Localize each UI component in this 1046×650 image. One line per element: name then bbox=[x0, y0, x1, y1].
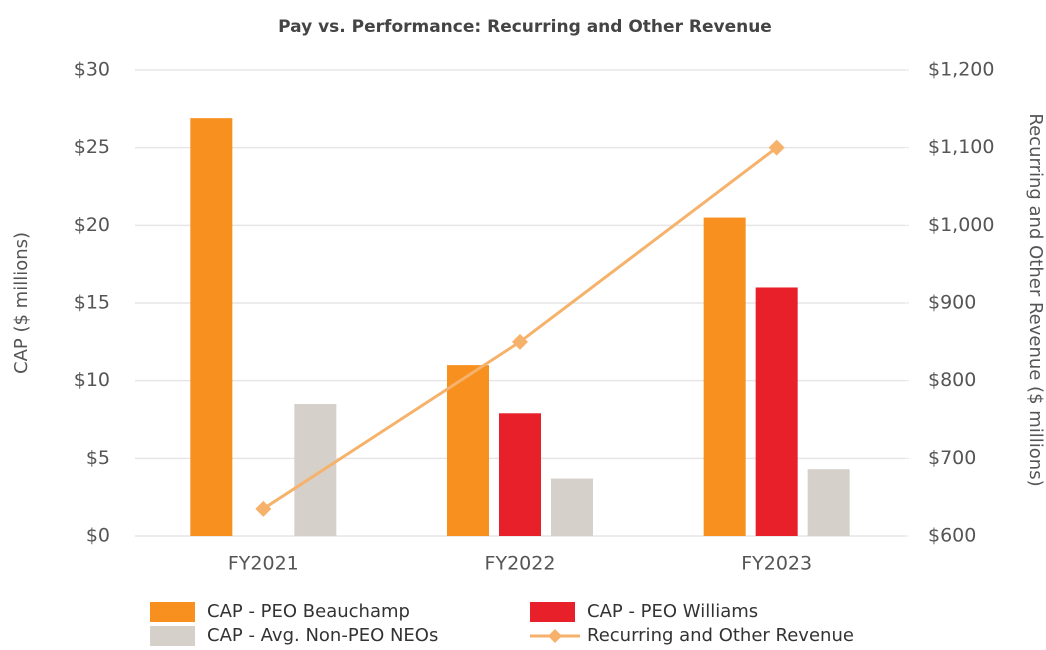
bar bbox=[703, 217, 746, 537]
legend-swatch bbox=[150, 602, 195, 622]
x-tick-label: FY2022 bbox=[485, 553, 556, 575]
line-marker bbox=[768, 139, 785, 156]
bar bbox=[499, 413, 541, 536]
line-marker bbox=[512, 333, 528, 350]
y-tick-label: $5 bbox=[86, 447, 110, 469]
y2-tick-label: $800 bbox=[928, 369, 976, 391]
line-marker bbox=[255, 500, 272, 517]
legend-swatch bbox=[150, 626, 195, 646]
y-tick-label: $10 bbox=[74, 369, 110, 391]
bar bbox=[755, 287, 798, 536]
bar bbox=[551, 478, 593, 536]
y-axis-label: CAP ($ millions) bbox=[11, 232, 32, 374]
bar bbox=[294, 403, 337, 536]
legend-swatch bbox=[548, 629, 562, 643]
y2-tick-label: $1,200 bbox=[928, 59, 994, 81]
y-tick-label: $30 bbox=[74, 59, 110, 81]
y2-tick-label: $600 bbox=[928, 525, 976, 547]
x-tick-label: FY2023 bbox=[741, 553, 812, 575]
y2-tick-label: $900 bbox=[928, 292, 976, 314]
legend-label: CAP - PEO Williams bbox=[587, 601, 758, 622]
x-tick-label: FY2021 bbox=[228, 553, 299, 575]
y2-tick-label: $700 bbox=[928, 447, 976, 469]
legend-label: CAP - Avg. Non-PEO NEOs bbox=[207, 625, 438, 646]
y2-tick-label: $1,100 bbox=[928, 136, 994, 158]
y-tick-label: $20 bbox=[74, 214, 110, 236]
legend-swatch bbox=[530, 602, 575, 622]
y-tick-label: $25 bbox=[74, 136, 110, 158]
y-tick-label: $0 bbox=[86, 525, 110, 547]
legend-label: CAP - PEO Beauchamp bbox=[207, 601, 410, 622]
legend-label: Recurring and Other Revenue bbox=[587, 625, 854, 646]
bar bbox=[807, 469, 850, 536]
bar bbox=[190, 118, 233, 537]
bar bbox=[447, 365, 489, 536]
y2-tick-label: $1,000 bbox=[928, 214, 994, 236]
chart-title: Pay vs. Performance: Recurring and Other… bbox=[278, 17, 772, 37]
y-tick-label: $15 bbox=[74, 292, 110, 314]
y2-axis-label: Recurring and Other Revenue ($ millions) bbox=[1025, 113, 1046, 486]
